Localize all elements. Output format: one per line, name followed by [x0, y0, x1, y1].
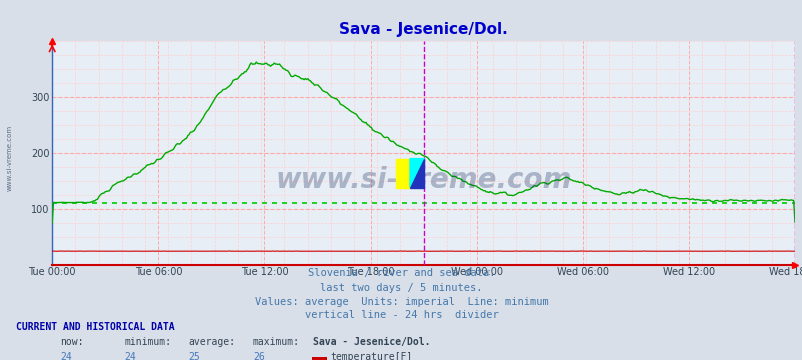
Text: maximum:: maximum: — [253, 337, 300, 347]
Text: Sava - Jesenice/Dol.: Sava - Jesenice/Dol. — [313, 337, 430, 347]
Text: 25: 25 — [188, 352, 200, 360]
Text: average:: average: — [188, 337, 236, 347]
Text: now:: now: — [60, 337, 83, 347]
Text: 24: 24 — [124, 352, 136, 360]
Text: 26: 26 — [253, 352, 265, 360]
Text: vertical line - 24 hrs  divider: vertical line - 24 hrs divider — [304, 310, 498, 320]
Text: minimum:: minimum: — [124, 337, 172, 347]
Title: Sava - Jesenice/Dol.: Sava - Jesenice/Dol. — [338, 22, 508, 37]
Text: 24: 24 — [60, 352, 72, 360]
Polygon shape — [410, 158, 423, 188]
Text: last two days / 5 minutes.: last two days / 5 minutes. — [320, 283, 482, 293]
Bar — [395, 158, 410, 188]
Text: www.si-vreme.com: www.si-vreme.com — [275, 166, 571, 194]
Polygon shape — [410, 158, 423, 188]
Text: Slovenia / river and sea data.: Slovenia / river and sea data. — [307, 268, 495, 278]
Text: CURRENT AND HISTORICAL DATA: CURRENT AND HISTORICAL DATA — [16, 322, 175, 332]
Text: www.si-vreme.com: www.si-vreme.com — [6, 125, 12, 192]
Text: temperature[F]: temperature[F] — [330, 352, 412, 360]
Text: Values: average  Units: imperial  Line: minimum: Values: average Units: imperial Line: mi… — [254, 297, 548, 307]
